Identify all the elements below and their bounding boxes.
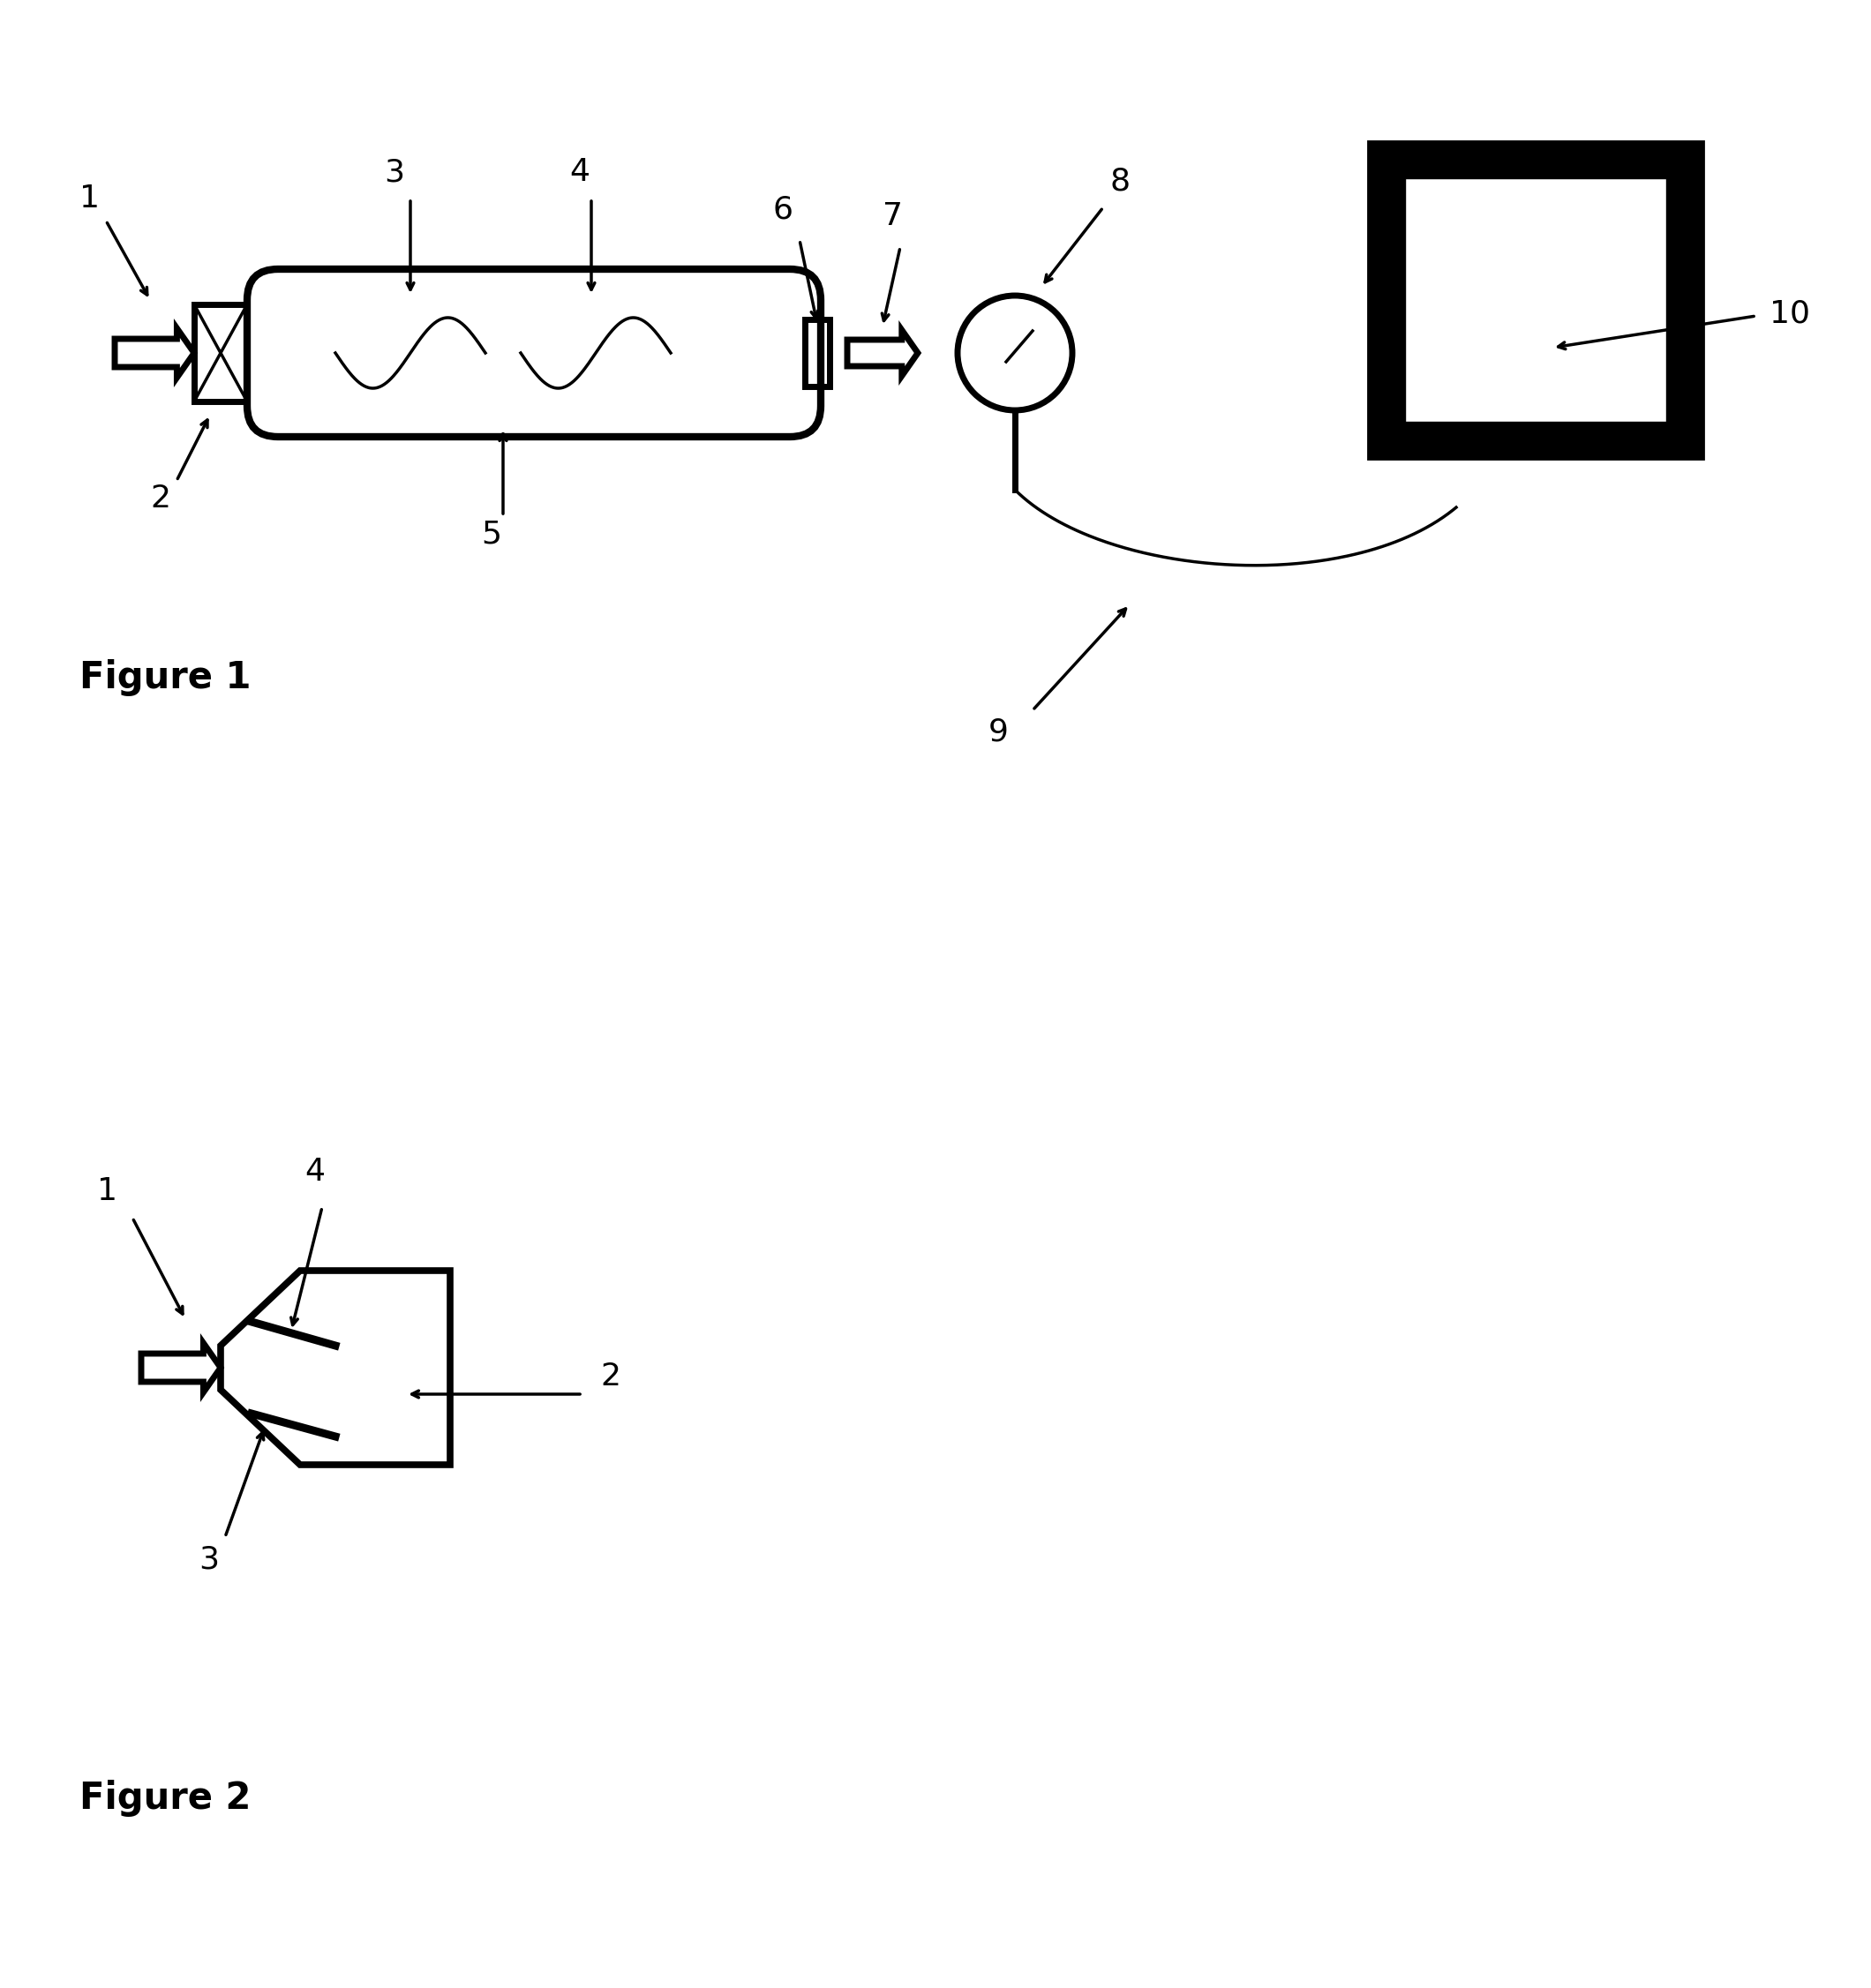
Text: 4: 4: [305, 1157, 326, 1187]
Text: 1: 1: [79, 183, 99, 213]
Text: 10: 10: [1770, 298, 1809, 328]
Text: 4: 4: [569, 157, 589, 187]
Text: 7: 7: [883, 201, 904, 231]
Polygon shape: [1368, 141, 1703, 459]
Text: 6: 6: [773, 195, 793, 225]
Text: 3: 3: [198, 1545, 219, 1574]
Text: 5: 5: [481, 519, 501, 549]
Text: 8: 8: [1110, 165, 1130, 197]
Text: Figure 2: Figure 2: [79, 1779, 251, 1817]
Text: 2: 2: [601, 1362, 621, 1392]
Polygon shape: [1405, 179, 1667, 421]
Text: 3: 3: [384, 157, 404, 187]
Text: 2: 2: [150, 483, 170, 513]
Text: 9: 9: [988, 718, 1008, 747]
Text: Figure 1: Figure 1: [79, 660, 251, 696]
Text: 1: 1: [97, 1177, 118, 1207]
